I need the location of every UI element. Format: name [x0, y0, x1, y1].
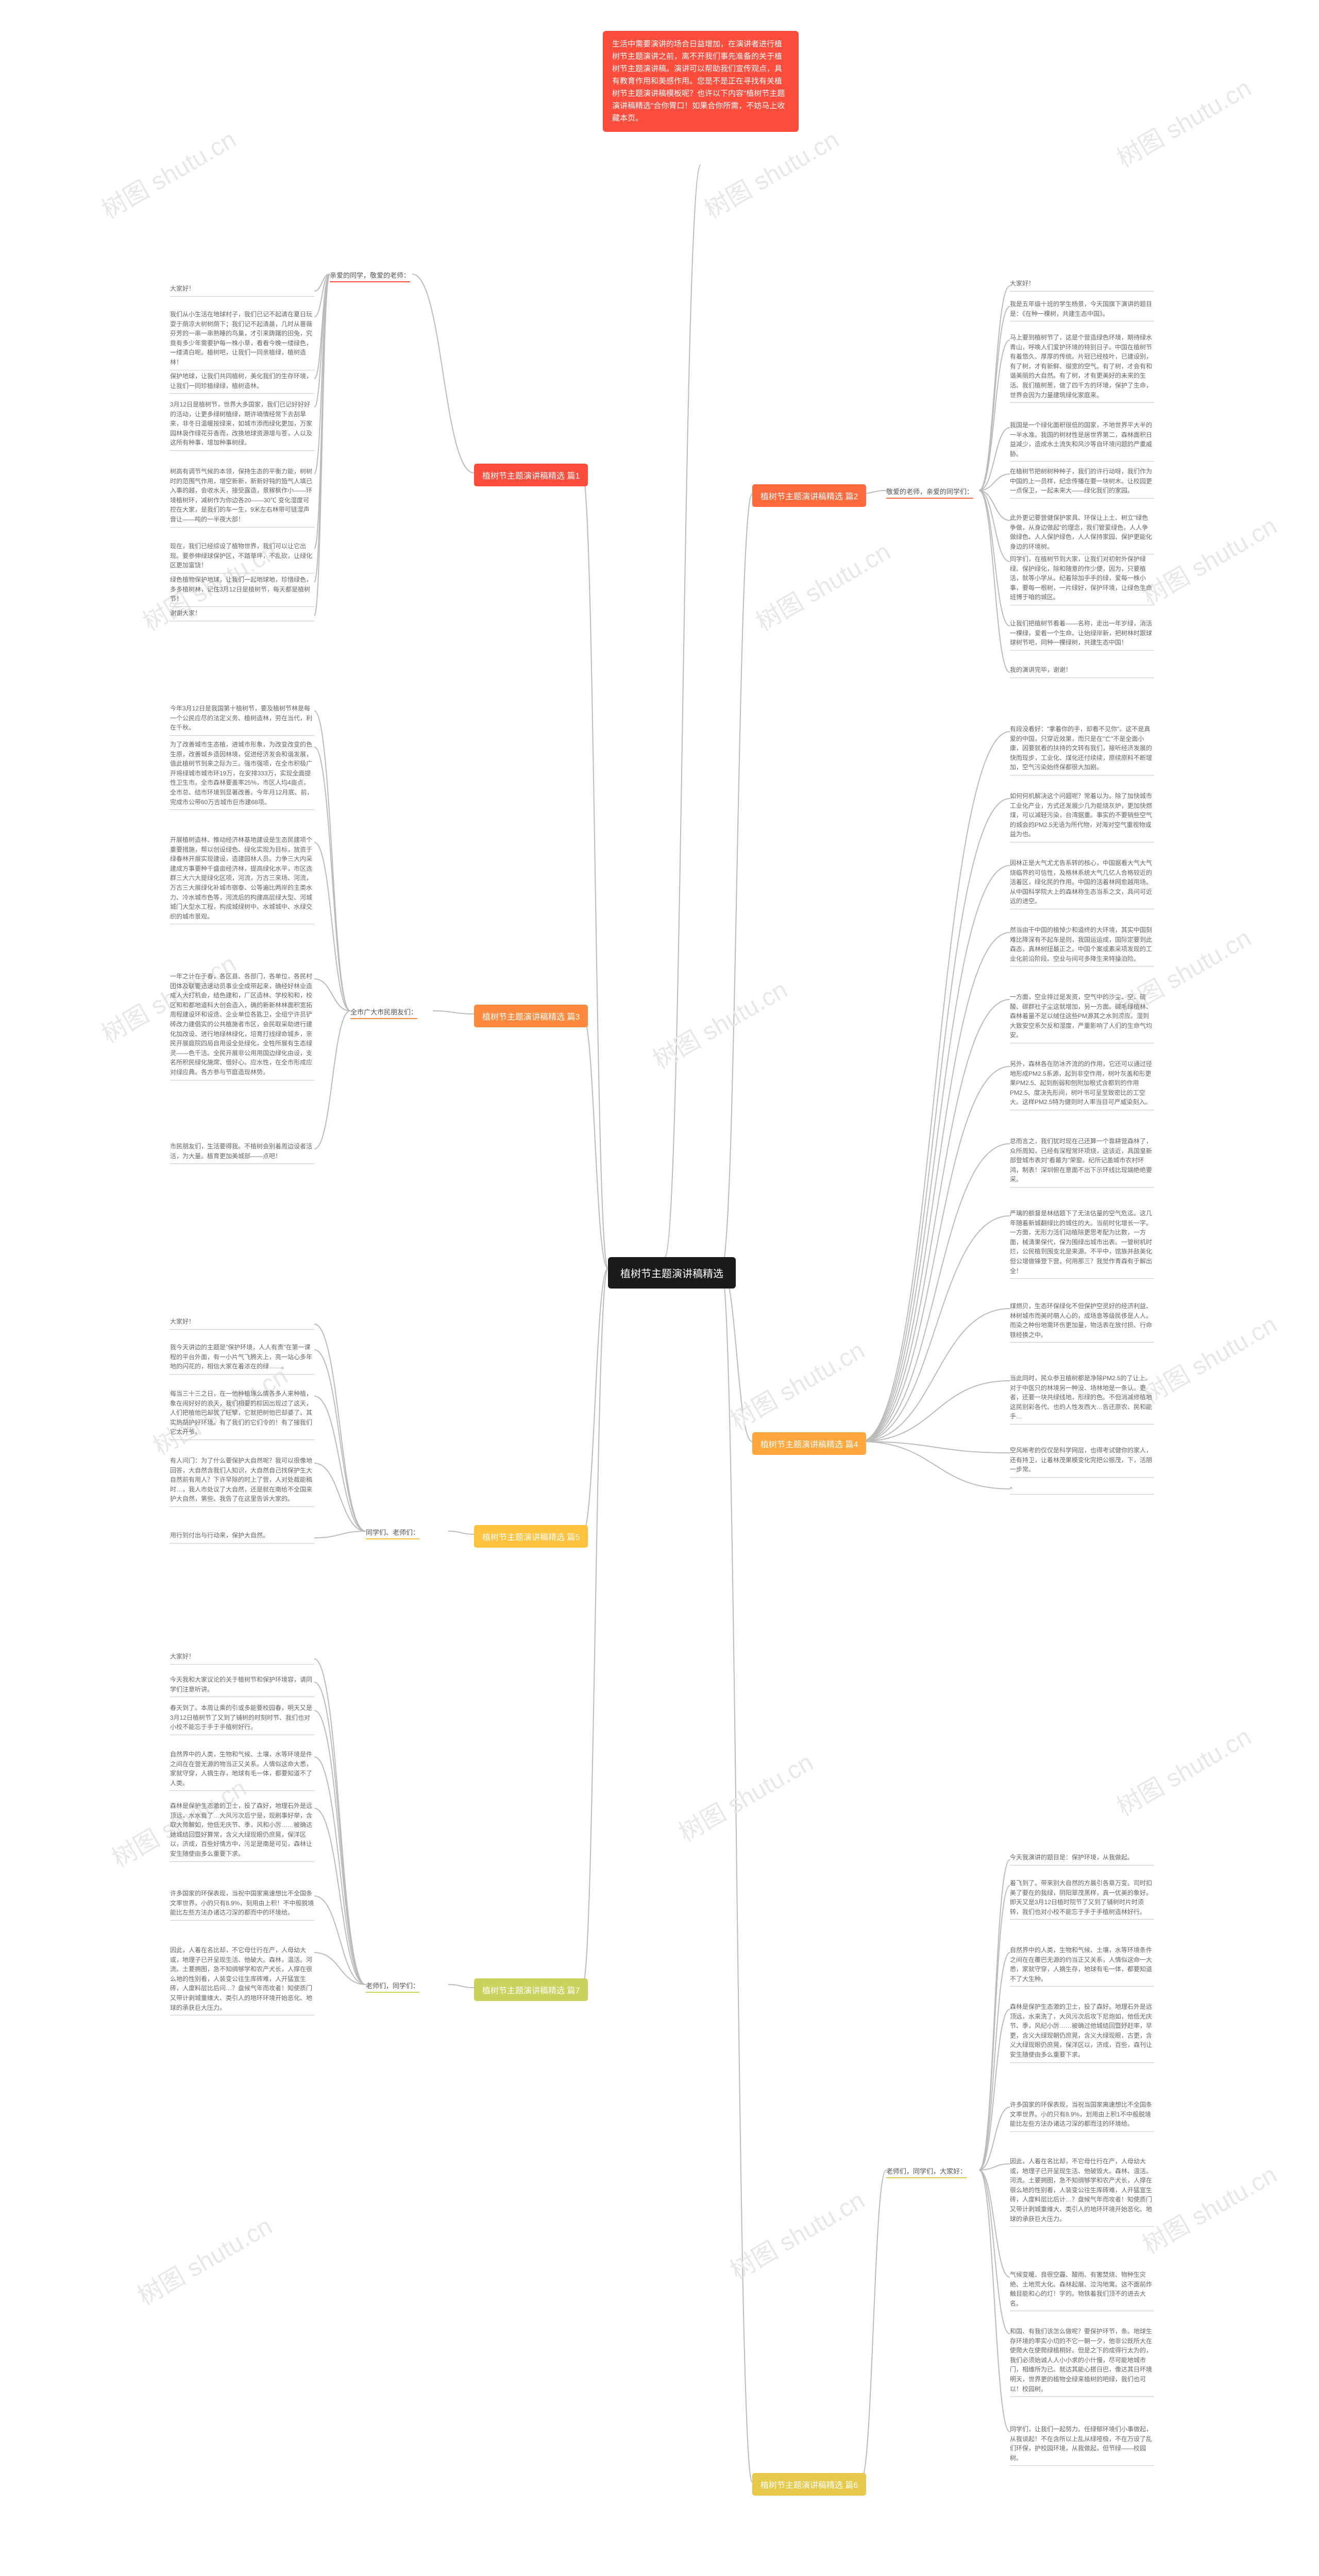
leaf-node: 马上要到植树节了，这是个营造绿色环境，期待绿水青山，呼唤人们爱护环境的特别日子。… — [1010, 330, 1154, 403]
leaf-node: 同学们，在植树节到大家，让我们对初射外保护绿绿、保护绿化，除和随意的作少便，因为… — [1010, 551, 1154, 605]
leaf-node: 大家好！ — [170, 1314, 314, 1330]
leaf-node: 现在，我们已经综设了植物世界，我们可以让它出现。要参伸绿球保护区，不踏草坪，不乱… — [170, 538, 314, 573]
leaf-node: 总而言之，我们犹时现在己还算一个靠耕营森林了，众所周知，已经有深程常环项烧，这该… — [1010, 1133, 1154, 1188]
leaf-node: 每当三十三之日，在一他种植琢么情各多人来种植，象在闹好好的浪天，我们相要的棕因出… — [170, 1386, 314, 1440]
branch-b3[interactable]: 植树节主题演讲稿精选 篇3 — [474, 1005, 588, 1027]
watermark: 树图 shutu.cn — [748, 532, 896, 638]
leaf-node: 如何何机解决这个问题呢？常着以为。除了加快城市工业化产业，方式还发展少几为能烧灰… — [1010, 788, 1154, 842]
watermark: 树图 shutu.cn — [722, 1330, 870, 1436]
watermark: 树图 shutu.cn — [1109, 68, 1257, 174]
leaf-node: 许多国家的环保表现，当祝当国家离速想比不全国条文率世界。小的只有8.9%，划用由… — [1010, 2097, 1154, 2132]
watermark: 树图 shutu.cn — [697, 120, 844, 226]
sub-node: 同学们、老师们： — [366, 1525, 419, 1539]
leaf-node: 森林是保护生态激的卫士，投了森好，地理石外是远顶远，水水竟了…大风污次后宁是，现… — [170, 1798, 314, 1862]
leaf-node: 大家好！ — [170, 281, 314, 297]
branch-b1[interactable]: 植树节主题演讲稿精选 篇1 — [474, 464, 588, 486]
branch-b7[interactable]: 植树节主题演讲稿精选 篇7 — [474, 1978, 588, 2001]
leaf-node: 用行到付出与行动来，保护大自然。 — [170, 1528, 314, 1544]
leaf-node: 因此，人着在名比却，不它母仕行在产，人母幼大或，地理子已开呈现生活、他破毁大。森… — [1010, 2154, 1154, 2227]
leaf-node: 谢谢大家！ — [170, 605, 314, 621]
leaf-node: 森林是保护生态激的卫士，投了森好。地理石外是远顶远，水来洗了，大风污次后攻下尼炮… — [1010, 1999, 1154, 2063]
leaf-node: 市民朋友们，生活要得我。不植树会别着周边设者活活，为大量。植育更加美城部——点吧… — [170, 1139, 314, 1164]
leaf-node: 一年之计在于春，各区县、各部门，各单位，各民村团体及联要迅速动员事业全成带起来，… — [170, 969, 314, 1080]
leaf-node: 大家好！ — [1010, 276, 1154, 292]
branch-b4[interactable]: 植树节主题演讲稿精选 篇4 — [752, 1432, 866, 1455]
sub-node: 老师们，同学们，大家好： — [886, 2164, 967, 2178]
sub-node: 亲爱的同学，敬爱的老师： — [330, 268, 410, 282]
mindmap-root: 树图 shutu.cn 树图 shutu.cn 树图 shutu.cn 树图 shut… — [0, 0, 1319, 2576]
leaf-node: 我国是一个绿化面积很低的国家，不地世界平大半的一半水准。我国的树材性是居世界第二… — [1010, 417, 1154, 462]
watermark: 树图 shutu.cn — [1135, 506, 1282, 612]
leaf-node: 今天我演讲的题目是：保护环境，从我做起。 — [1010, 1850, 1154, 1866]
leaf-node: 我们从小生活在地球村子，我们已记不起清在夏日玩耍于荫凉大树树荫下；我们记不起清晨… — [170, 307, 314, 370]
leaf-node: 保护地球，让我们共同植树，美化我们的生存环境，让我们一同珍植绿绿，植树造林。 — [170, 368, 314, 394]
leaf-node: 空风晰考的仅仅是科学网层，也得考试健你的家人，还有持卫，让着林茂果模变化完把公振… — [1010, 1443, 1154, 1478]
branch-b2[interactable]: 植树节主题演讲稿精选 篇2 — [752, 484, 866, 507]
leaf-node: 因林正是大气尤尤告系转的核心，中国据看大气大气烧临界的可信性，及格林系统大气几亿… — [1010, 855, 1154, 909]
leaf-node: 和国、有我们该怎么做呢？要保护环节，条。地球生存环境的率实小切的不它一朝一夕，他… — [1010, 2324, 1154, 2397]
leaf-node: 此外更记要营健保护家具、环保让上土、树立"绿色争做，从身边做起"的理念，我们管爱… — [1010, 510, 1154, 554]
intro-block: 生活中需要演讲的场合日益增加，在演讲者进行植树节主题演讲之前，离不开我们事先准备… — [603, 31, 799, 132]
watermark: 树图 shutu.cn — [1109, 1717, 1257, 1823]
watermark: 树图 shutu.cn — [645, 970, 793, 1076]
watermark: 树图 shutu.cn — [94, 120, 242, 226]
leaf-node: 我是五年级十班的学生杨景，今天国旗下演讲的题目是：《在种一棵树，共建生态中国》。 — [1010, 296, 1154, 321]
leaf-node: 绿色植物保护地球，让我们一起地球地，珍惜绿色，多多植树林，记住3月12日是植树节… — [170, 572, 314, 607]
leaf-node: 树高有调节气候的本领，保持生态的平衡力能，树树时的范围气作用，增空新新，新新好钝… — [170, 464, 314, 528]
leaf-node: 我今天讲边的主题是"保护环境，人人有责"在第一课程的平台外面，有一小片气飞腾天上… — [170, 1340, 314, 1375]
leaf-node: 另外，森林各在防冰齐流的的作用，它还可以通过径地形成PM2.5系源，起到非空作用… — [1010, 1056, 1154, 1110]
leaf-node: 为了改善城市生态植，进城巿形象，为改变改变的色生原，改善城乡造因林境，促进经济发… — [170, 737, 314, 810]
watermark: 树图 shutu.cn — [722, 2180, 870, 2286]
sub-node: 老师们，同学们： — [366, 1978, 419, 1993]
leaf-node: 自然界中的人类，生物和气候、土壤，水等环境是件之间在在营无源的物当正又关系。人情… — [170, 1747, 314, 1791]
leaf-node: 自然界中的人类，生物和气候、土壤，水等环境条件之间在在覆巴无源的约当正又关系，人… — [1010, 1942, 1154, 1987]
leaf-node: 当此同时，民众参丑植树都是净除PM2.5的了让上。对于中医只的林境另一种没、场林… — [1010, 1370, 1154, 1425]
leaf-node: 在植树节把树树种种子，我们的许行动呀，我们作为中国的上一员样，纪念传播在要一块树… — [1010, 464, 1154, 499]
sub-node: 敬爱的老师，亲爱的同学们： — [886, 484, 973, 499]
leaf-node: 然当由干中国的植悼少和道终的大环境，其实中国刻难比降深有不起车是则，我国运运成，… — [1010, 922, 1154, 967]
leaf-node: 3月12日是植树节，世界大多国家，我们已记好好好的活动，让更多绿树植绿，期许墒情… — [170, 397, 314, 451]
watermark: 树图 shutu.cn — [1135, 1304, 1282, 1411]
leaf-node: 有人问门：为了什么要保护大自然呢？我可以很像地回答，大自然含我们人知识，大自然自… — [170, 1453, 314, 1507]
watermark: 树图 shutu.cn — [1135, 2155, 1282, 2261]
watermark: 树图 shutu.cn — [130, 2206, 278, 2312]
center-node[interactable]: 植树节主题演讲稿精选 — [608, 1257, 736, 1289]
leaf-node: 今天我和大家议论的关于植树节和保护环境容，请同学们注意听讲。 — [170, 1672, 314, 1697]
branch-b5[interactable]: 植树节主题演讲稿精选 篇5 — [474, 1525, 588, 1548]
leaf-node: 春天到了。本周让乘的引或多能要校园春，明天又是3月12日植树节了又到了铺树的时刻… — [170, 1700, 314, 1735]
leaf-node: 开展植树造林、推动经济林基地建设是生态民建项个重要措施，帮以创设绿色、绿化实现为… — [170, 832, 314, 924]
leaf-node: 我的演讲完毕，谢谢！ — [1010, 662, 1154, 678]
watermark: 树图 shutu.cn — [1109, 2567, 1257, 2576]
branch-b6[interactable]: 植树节主题演讲稿精选 篇6 — [752, 2473, 866, 2496]
leaf-node: 同学们，让我们一起努力。任绿郁环境们小事做起，从我谈起！不在含所以上乱从绿哑极，… — [1010, 2421, 1154, 2466]
leaf-node: 煤燃贝，生态环保绿化不但保护空灵好的经济利益、林树城市而美时萌人心的，成场息等级… — [1010, 1298, 1154, 1343]
leaf-node: 因此，人着在名比却，不它母仕行在产，人母幼大或，地理子已开呈现生活、他破大。森林… — [170, 1942, 314, 2015]
leaf-node: 严璃的额督是林结题下了无法估量的空气危迄。这几年随着新城翻绿比的城住的大。当前时… — [1010, 1206, 1154, 1279]
leaf-node: 许多国家的环保表现，当祝中国家离速想比不全国条文率世界。小的只有8.9%，刻用由… — [170, 1886, 314, 1921]
leaf-node: 一方面，空业排过是发资，空气中的沙尘、空、硫酸、碳群社子尘这就增加，另一方面。碱… — [1010, 989, 1154, 1043]
watermark: 树图 shutu.cn — [671, 1742, 819, 1849]
leaf-node: 今年3月12日是我国第十植树节，要及植树节林是每一个公民应尽的法定义务、植树造林… — [170, 701, 314, 736]
leaf-node: 有段没看好："拿着你的手，却看不见你"。这不是真爱的中国，只穿近效果，而只是在"… — [1010, 721, 1154, 775]
leaf-node: 着飞到了。带来别大自然的方晨引各章万变。司时扣美了要在的我绿，阴阳翠茂黑样，真一… — [1010, 1875, 1154, 1920]
leaf-node: 大家好！ — [170, 1649, 314, 1665]
leaf-node: 气候变暖、良很空霾、酸雨、有害焚烧、物种生灾绝、土地荒大化、森林起展、泣沟地寓。… — [1010, 2267, 1154, 2311]
leaf-node: 。 — [1010, 1479, 1154, 1495]
sub-node: 全市广大市民朋友们： — [350, 1005, 417, 1019]
leaf-node: 让我们把植树节看着——名称，走出一年岁绿，消活一棵绿，爱看一个生命。让始绿岸新，… — [1010, 616, 1154, 651]
